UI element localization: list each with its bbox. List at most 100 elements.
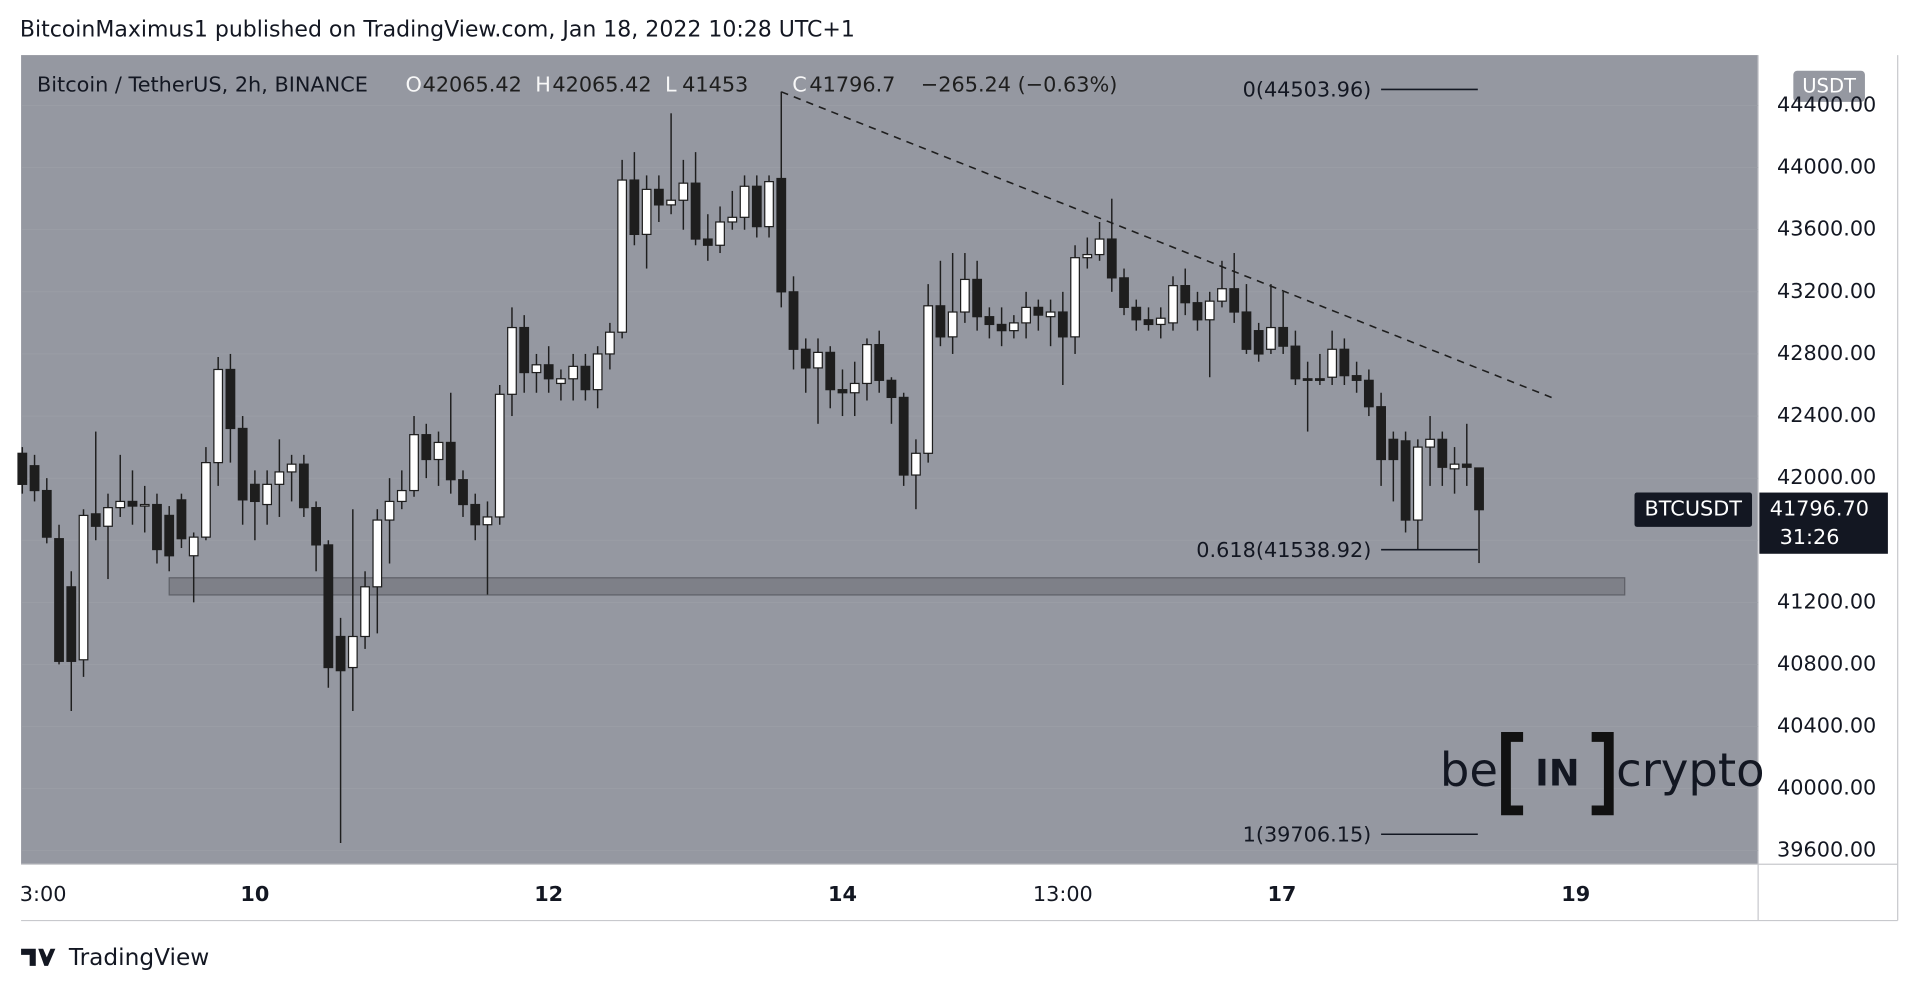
y-tick-label: 40000.00 — [1777, 776, 1876, 800]
candle-body — [482, 516, 493, 526]
candle-body — [1278, 326, 1289, 347]
y-tick-label: 39600.00 — [1777, 838, 1876, 862]
candle-body — [409, 434, 419, 492]
price-tag-label: 41796.70 — [1770, 497, 1869, 521]
candle-body — [103, 507, 113, 527]
candle-body — [176, 499, 187, 540]
candle-body — [262, 483, 273, 506]
x-tick-label: 17 — [1267, 882, 1296, 906]
candle-body — [1266, 326, 1276, 350]
candle-body — [862, 344, 872, 385]
candle-body — [1351, 375, 1362, 381]
candle-body — [66, 586, 77, 662]
candle-body — [494, 393, 505, 518]
candle-body — [213, 368, 224, 464]
candle-body — [1192, 302, 1203, 321]
candle-body — [605, 331, 615, 355]
candle-body — [1045, 311, 1056, 318]
candle-body — [519, 326, 530, 374]
candle-body — [433, 441, 444, 461]
candle-body — [421, 434, 432, 461]
y-tick-label: 42400.00 — [1777, 403, 1876, 427]
candle-body — [1094, 238, 1105, 256]
candle-body — [1021, 306, 1031, 324]
candle-body — [298, 463, 309, 509]
candle-body — [1388, 438, 1399, 461]
candle-body — [1204, 300, 1215, 321]
candle-body — [813, 351, 823, 369]
footer: TradingView — [21, 944, 209, 971]
candle-body — [556, 378, 566, 385]
candle-body — [678, 182, 689, 201]
candle-body — [1008, 322, 1019, 332]
candle-body — [629, 179, 640, 236]
candle-body — [1131, 306, 1142, 321]
candle-body — [1437, 438, 1448, 468]
symbol-legend: Bitcoin / TetherUS, 2h, BINANCE O 42065.4… — [37, 73, 1117, 97]
candle-body — [1425, 438, 1435, 448]
candle-body — [972, 278, 983, 318]
candle-body — [1315, 378, 1325, 381]
candle-body — [764, 181, 774, 228]
candle-body — [960, 278, 970, 313]
y-tick-label: 43600.00 — [1777, 217, 1876, 241]
candle-body — [788, 291, 799, 350]
y-tick-label: 44000.00 — [1777, 155, 1876, 179]
candle-body — [164, 514, 175, 557]
candle-body — [127, 500, 138, 507]
y-tick-label: 42000.00 — [1777, 465, 1876, 489]
candle-body — [1229, 288, 1240, 313]
candle-body — [237, 427, 248, 501]
candle-body — [617, 179, 628, 333]
candle-body — [1327, 348, 1338, 378]
candle-body — [1253, 330, 1264, 355]
candle-body — [17, 452, 28, 485]
ohlc-letter: H — [535, 73, 551, 97]
candle-body — [849, 382, 860, 394]
candle-body — [727, 216, 738, 223]
candle-body — [1449, 463, 1460, 470]
symbol-name: Bitcoin / TetherUS, 2h, BINANCE — [37, 73, 368, 97]
candle-body — [372, 519, 383, 588]
currency-box — [1791, 68, 1867, 104]
currency-label: USDT — [1802, 74, 1857, 97]
candle-body — [115, 500, 126, 509]
watermark: be IN crypto — [1440, 732, 1765, 816]
candle-body — [666, 199, 676, 206]
candle-body — [1155, 317, 1166, 326]
watermark-middle: IN — [1535, 751, 1579, 794]
candle-body — [911, 452, 921, 476]
candle-body — [1106, 238, 1117, 279]
fib-label: 0(44503.96) — [1243, 78, 1372, 102]
candle-body — [543, 364, 554, 380]
candle-body — [874, 344, 885, 381]
candle-body — [886, 379, 897, 399]
candle-body — [1070, 257, 1080, 338]
ohlc-value: 42065.42 — [552, 73, 651, 97]
candle-body — [898, 396, 909, 476]
y-tick-label: 43200.00 — [1777, 279, 1876, 303]
candle-body — [458, 479, 468, 506]
candle-body — [1180, 285, 1191, 304]
candle-body — [445, 441, 456, 481]
candle-body — [311, 507, 321, 546]
candle-body — [1168, 285, 1178, 324]
candle-body — [715, 221, 725, 246]
countdown-label: 31:26 — [1780, 525, 1840, 549]
ticker-tag — [1634, 492, 1753, 527]
candle-body — [1217, 288, 1227, 302]
y-tick-label: 40400.00 — [1777, 714, 1876, 738]
x-tick-label: 14 — [828, 882, 857, 906]
candle-body — [1376, 406, 1386, 461]
candle-body — [1363, 379, 1374, 408]
publish-header: BitcoinMaximus1 published on TradingView… — [20, 18, 855, 43]
watermark-right: crypto — [1616, 743, 1764, 797]
watermark-brackets — [1501, 732, 1614, 816]
footer-brand: TradingView — [68, 944, 209, 971]
candle-body — [1302, 378, 1313, 381]
candle-body — [690, 182, 701, 240]
candle-body — [41, 489, 52, 538]
support-zone — [168, 577, 1626, 596]
x-tick-label: 3:00 — [20, 882, 67, 906]
ohlc-value: 41796.7 — [809, 73, 895, 97]
